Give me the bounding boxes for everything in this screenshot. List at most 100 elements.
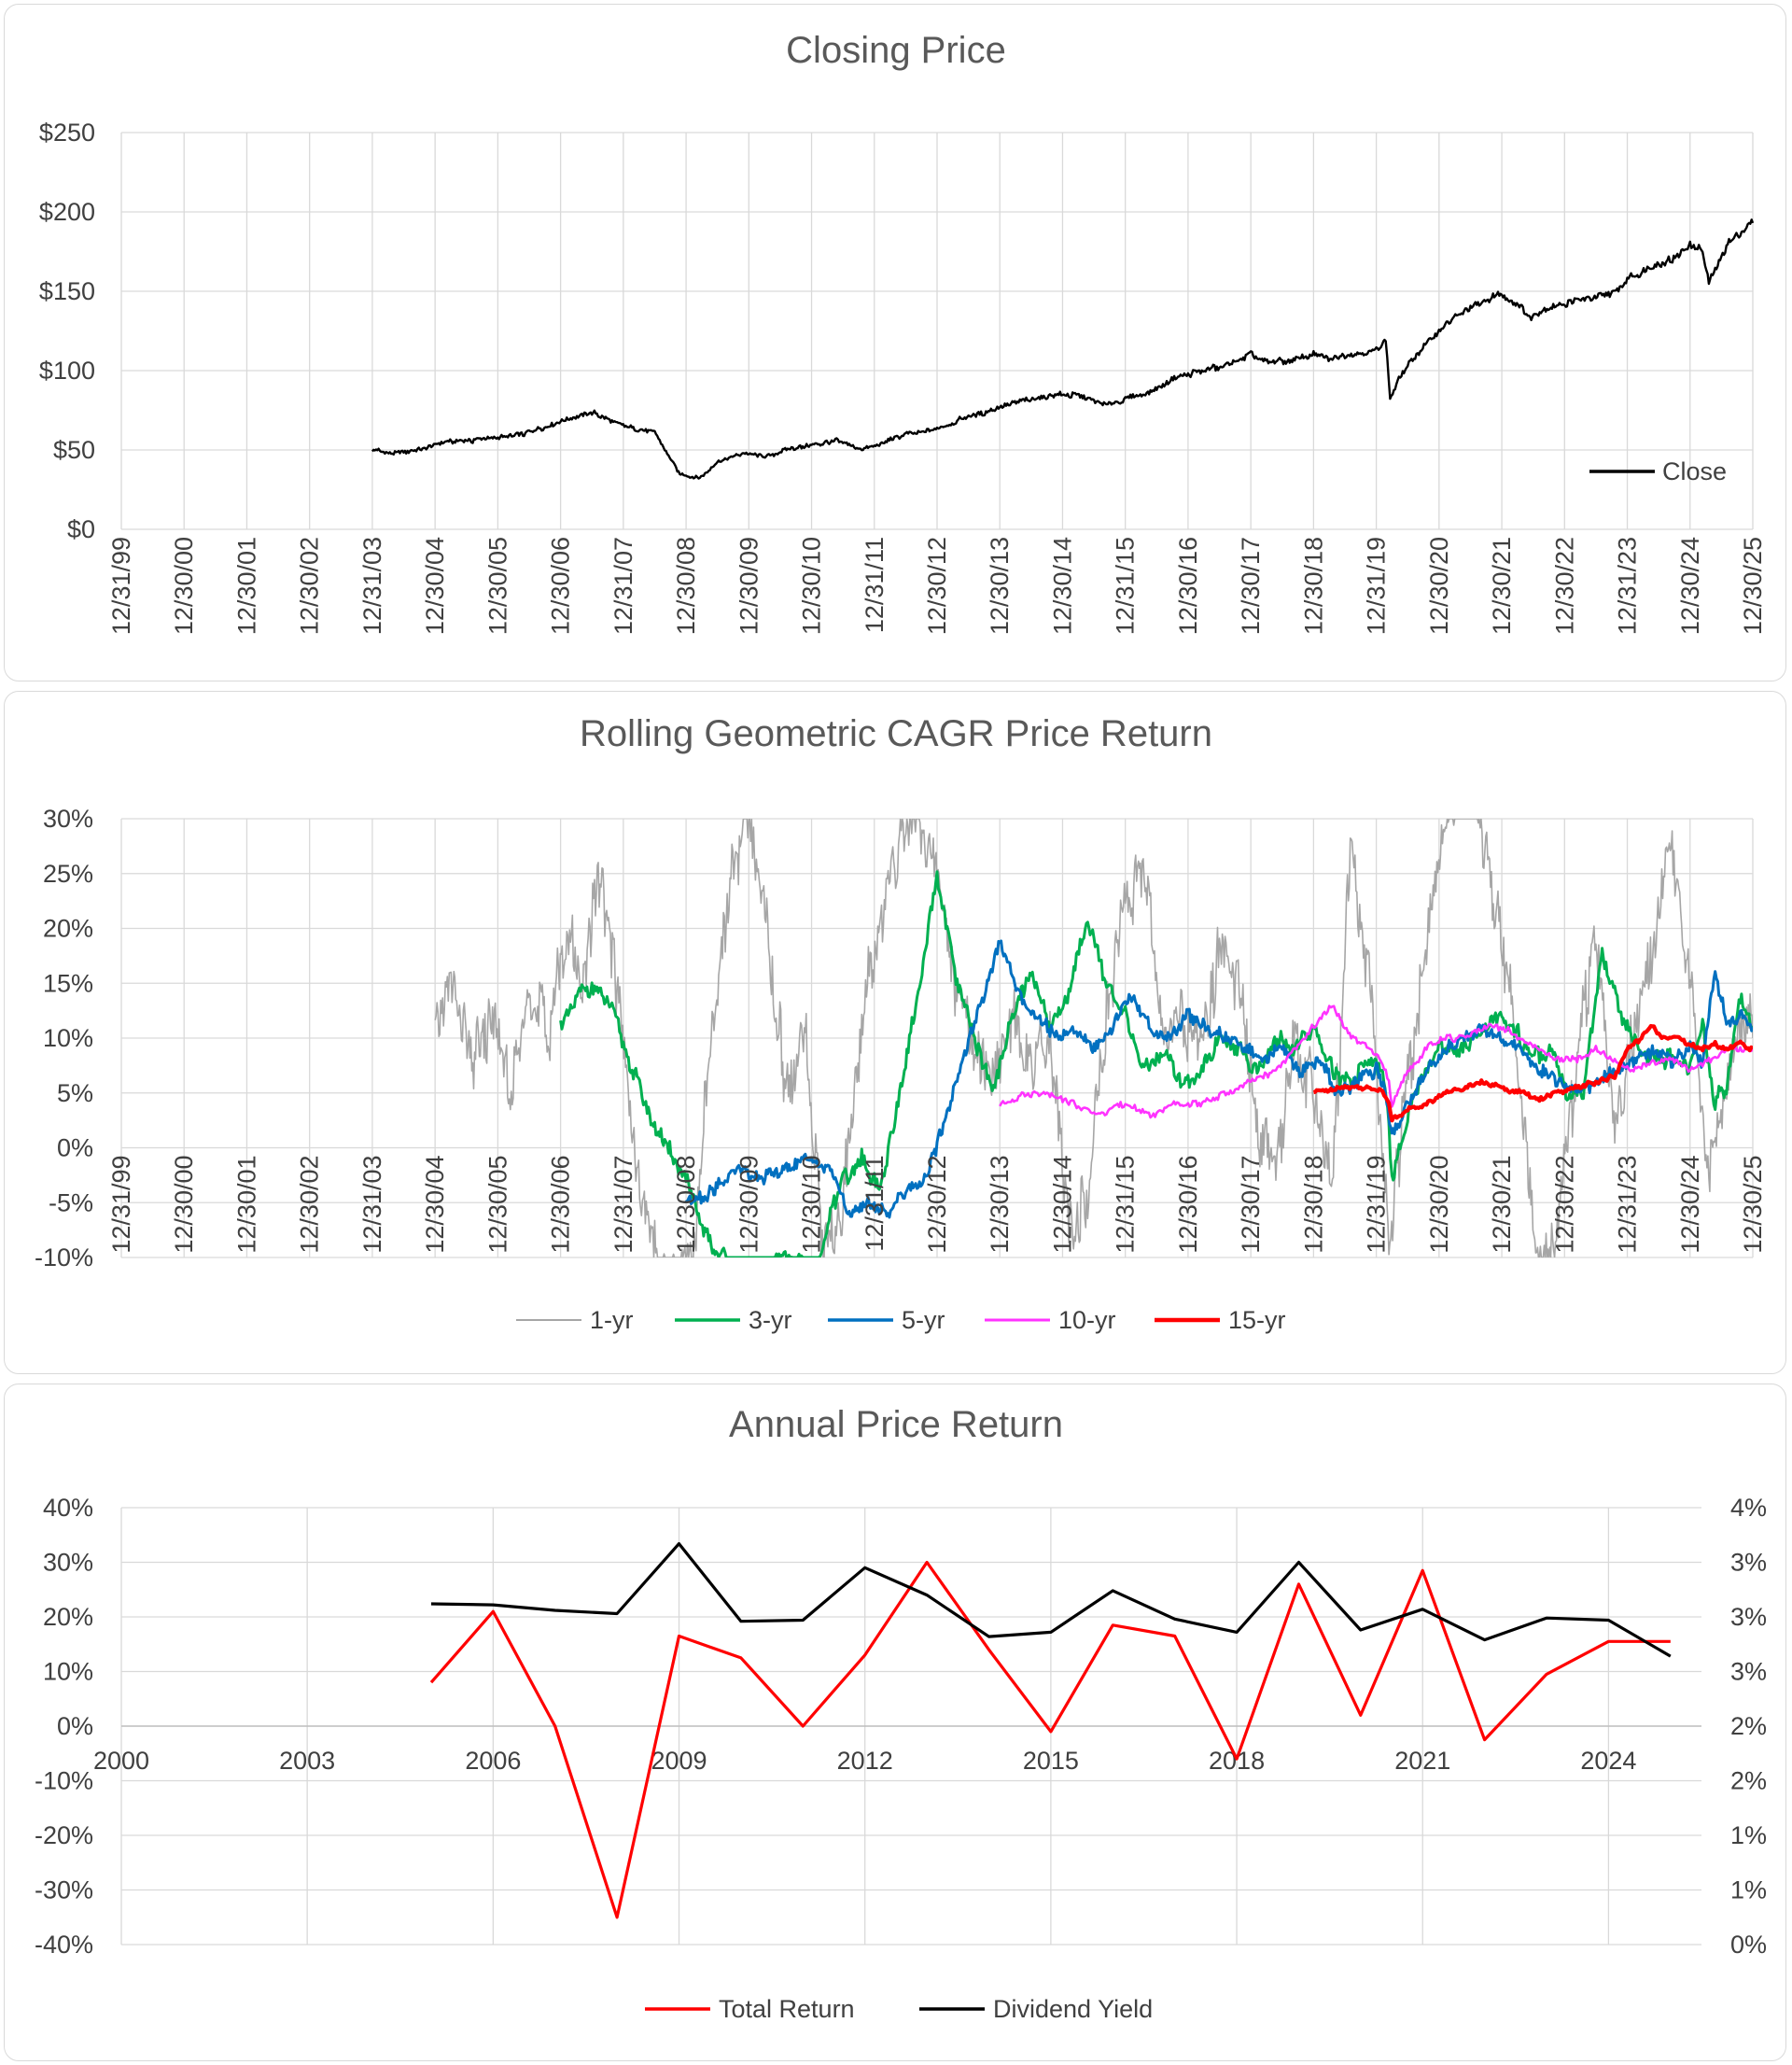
y-tick-label: 15% — [43, 969, 93, 997]
x-tick-label: 12/30/20 — [1425, 1156, 1453, 1254]
annual-return-panel: Annual Price Return -40% -30% -20% -10% 0% 10… — [4, 1384, 1786, 2061]
x-tick-label: 12/31/11 — [861, 1156, 889, 1252]
y2-tick-label: 0% — [1730, 1931, 1767, 1959]
legend-label-three_yr: 3-yr — [749, 1306, 792, 1334]
y-tick-label: $0 — [67, 515, 95, 543]
x-tick-label: 12/30/00 — [170, 1156, 198, 1254]
y-tick-label: 30% — [43, 805, 93, 833]
x-tick-label: 12/30/00 — [170, 537, 198, 635]
x-tick-label: 12/30/09 — [735, 1156, 763, 1254]
x-tick-label: 12/31/15 — [1112, 537, 1140, 635]
x-tick-label: 2015 — [1023, 1747, 1079, 1775]
y-tick-label: $200 — [39, 198, 95, 226]
x-tick-label: 12/30/25 — [1739, 1156, 1767, 1254]
x-tick-label: 12/31/99 — [107, 1156, 135, 1254]
legend-label-ten_yr: 10-yr — [1058, 1306, 1116, 1334]
x-tick-label: 12/30/22 — [1550, 1156, 1578, 1254]
x-tick-label: 2000 — [93, 1747, 149, 1775]
y2-tick-label: 2% — [1730, 1767, 1767, 1795]
legend-label-total-return: Total Return — [719, 1995, 855, 2023]
y2-tick-label: 1% — [1730, 1876, 1767, 1904]
y-tick-label: 0% — [57, 1134, 93, 1162]
x-tick-label: 12/30/13 — [986, 537, 1014, 635]
x-tick-label: 12/31/15 — [1112, 1156, 1140, 1254]
x-tick-label: 12/31/03 — [358, 537, 386, 635]
x-tick-label: 12/30/24 — [1676, 537, 1704, 635]
x-tick-label: 12/31/23 — [1614, 537, 1642, 635]
x-tick-label: 12/30/09 — [735, 537, 763, 635]
y-tick-label: 40% — [43, 1494, 93, 1522]
x-tick-label: 2003 — [279, 1747, 335, 1775]
dividend-yield-series-line — [430, 1542, 1672, 1658]
x-tick-label: 12/30/02 — [296, 1156, 324, 1254]
x-tick-label: 12/30/17 — [1237, 1156, 1265, 1254]
y-tick-label: 5% — [57, 1079, 93, 1107]
x-tick-label: 12/30/14 — [1048, 1156, 1076, 1254]
x-tick-label: 12/30/18 — [1299, 537, 1327, 635]
x-tick-label: 12/30/13 — [986, 1156, 1014, 1254]
y2-tick-label: 2% — [1730, 1712, 1767, 1740]
legend-label-five_yr: 5-yr — [902, 1306, 945, 1334]
x-tick-label: 12/30/10 — [798, 537, 826, 635]
y-tick-label: $100 — [39, 357, 95, 385]
legend-label-one_yr: 1-yr — [590, 1306, 634, 1334]
x-tick-label: 12/30/05 — [483, 537, 511, 635]
x-tick-label: 12/30/16 — [1174, 537, 1202, 635]
rolling-cagr-panel: Rolling Geometric CAGR Price Return -10%… — [4, 691, 1786, 1374]
legend-label-dividend-yield: Dividend Yield — [993, 1995, 1153, 2023]
x-tick-label: 12/30/24 — [1676, 1156, 1704, 1254]
y-tick-label: 20% — [43, 1603, 93, 1631]
one-yr-series-line — [434, 819, 1753, 1257]
chart-title: Rolling Geometric CAGR Price Return — [580, 713, 1212, 754]
x-tick-label: 12/31/07 — [609, 537, 637, 635]
chart-title: Annual Price Return — [729, 1404, 1063, 1445]
annual-return-chart: Annual Price Return -40% -30% -20% -10% 0% 10… — [35, 1404, 1767, 2023]
x-tick-label: 12/30/01 — [232, 537, 260, 635]
x-tick-label: 12/30/22 — [1550, 537, 1578, 635]
x-tick-label: 12/30/20 — [1425, 537, 1453, 635]
x-tick-label: 12/30/21 — [1488, 1156, 1516, 1254]
x-tick-label: 12/30/04 — [421, 1156, 449, 1254]
x-tick-label: 12/30/25 — [1739, 537, 1767, 635]
y2-tick-label: 4% — [1730, 1494, 1767, 1522]
y-tick-label: 0% — [57, 1712, 93, 1740]
fifteen-yr-series-line — [1312, 1023, 1753, 1123]
ten-yr-series-line — [999, 1004, 1753, 1119]
y-tick-label: $250 — [39, 119, 95, 147]
closing-price-panel: Closing Price $0 $50 $100 $150 $200 $250 12/3… — [4, 4, 1786, 681]
x-tick-label: 12/30/16 — [1174, 1156, 1202, 1254]
x-tick-label: 12/30/17 — [1237, 537, 1265, 635]
x-tick-label: 2012 — [837, 1747, 893, 1775]
x-tick-label: 12/31/19 — [1363, 1156, 1391, 1254]
y-tick-label: 10% — [43, 1658, 93, 1686]
y-tick-label: 20% — [43, 915, 93, 943]
y-tick-label: -5% — [49, 1188, 93, 1216]
x-tick-label: 12/31/19 — [1363, 537, 1391, 635]
x-tick-label: 12/30/08 — [672, 1156, 700, 1254]
y-tick-label: 25% — [43, 860, 93, 888]
chart-title: Closing Price — [786, 30, 1006, 71]
x-tick-label: 12/30/12 — [923, 537, 951, 635]
total-return-series-line — [429, 1560, 1671, 1919]
x-tick-label: 12/30/05 — [483, 1156, 511, 1254]
x-tick-label: 12/31/99 — [107, 537, 135, 635]
y-tick-label: 30% — [43, 1549, 93, 1577]
x-tick-label: 12/31/03 — [358, 1156, 386, 1254]
x-tick-label: 12/30/04 — [421, 537, 449, 635]
y-tick-label: -30% — [35, 1876, 93, 1904]
y-tick-label: 10% — [43, 1024, 93, 1052]
x-tick-label: 12/30/14 — [1048, 537, 1076, 635]
x-tick-label: 2024 — [1580, 1747, 1636, 1775]
x-tick-label: 2006 — [465, 1747, 521, 1775]
y2-tick-label: 1% — [1730, 1821, 1767, 1849]
y-tick-label: -10% — [35, 1767, 93, 1795]
x-tick-label: 12/30/02 — [296, 537, 324, 635]
x-tick-label: 12/30/12 — [923, 1156, 951, 1254]
rolling-cagr-chart: Rolling Geometric CAGR Price Return -10%… — [35, 713, 1767, 1334]
x-tick-label: 12/30/08 — [672, 537, 700, 635]
x-tick-label: 12/30/06 — [547, 537, 575, 635]
x-tick-label: 12/30/21 — [1488, 537, 1516, 635]
x-tick-label: 2018 — [1209, 1747, 1265, 1775]
x-tick-label: 2021 — [1394, 1747, 1450, 1775]
x-tick-label: 12/31/07 — [609, 1156, 637, 1254]
